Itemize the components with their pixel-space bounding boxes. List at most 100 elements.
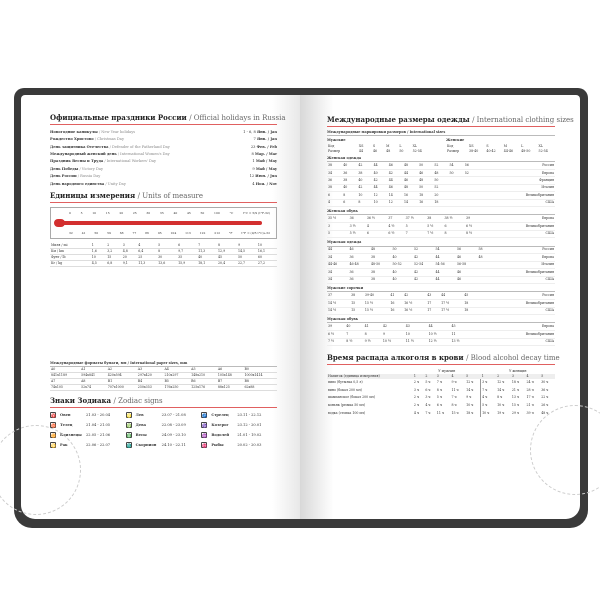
clothing-cell: 38 [328,185,333,190]
zodiac-symbol-icon: ♏ [125,442,132,449]
alcohol-cell: 8 ч [451,403,457,408]
holidays-list: Новогодние каникулы / New Year holidays 1… [50,129,277,188]
clothing-cell: 9 [382,331,385,336]
paper-cell: B7 [217,379,223,384]
clothing-cell: 50 [419,185,424,190]
measure-cell: 20,4 [218,260,226,265]
measure-cell: Км / km [51,249,65,253]
alcohol-row: шампанское (бокал 200 мл) 2 ч 3 ч 5 ч 7 ч 9 ч… [327,394,555,402]
clothing-cell: 11 ½ [405,339,414,344]
measure-cell: 10 [91,254,96,259]
intl-men-table: Код XS S M L XL Размер 44 46 48 50 52-54 [327,144,436,154]
zodiac-name: Рак [60,442,68,447]
clothing-cell: 39 [328,324,333,329]
zodiac-item: ♈ Овен 21.03 - 20.04 [50,412,126,419]
alcohol-cell: 5 ч [436,395,442,400]
clothing-cell: 40 [358,178,363,183]
clothing-cell: 40 [346,324,351,329]
paper-sizes-heading: Международные форматы бумаги, мм / Inter… [50,361,277,368]
clothing-cell: 14 [388,192,393,197]
alcohol-cell: 13 ч [511,395,520,400]
clothing-cell: 44 [435,269,440,274]
alcohol-head-cell: 2 [425,374,428,378]
zodiac-symbol-icon: ♉ [50,422,56,429]
paper-cell: 1000x1414 [244,373,263,378]
clothing-cell: 38 [371,269,376,274]
zodiac-heading: Знаки Зодиака / Zodiac signs [50,397,277,409]
clothing-cell: 44-46 [328,262,338,267]
clothing-cell [478,276,490,283]
clothing-cell: 6 [444,223,447,228]
clothing-group-title: Мужская обувь [327,317,555,324]
clothing-cell: 38 [351,293,356,298]
clothing-cell: 4 [328,200,331,205]
alcohol-cell: 2 ч [413,403,420,408]
alcohol-cell: 5 ч [425,380,431,385]
clothing-cell: 46 [388,163,393,168]
clothing-row: 34 36 38 40 42 44 46 Великобритания [327,269,555,277]
clothing-cell: 17 [427,308,432,313]
clothing-cell: 36 [328,178,333,183]
measure-cell: 7 [198,243,201,248]
alcohol-head-row: Напиток (единица измерения) 1 2 3 4 5 1 2 3 4 5 [327,374,555,380]
measure-cell: 9,7 [178,249,184,253]
paper-cell: A7 [51,379,56,384]
clothing-cell: Италия [541,185,554,190]
clothing-row: 37 38 39-40 41 42 43 44 45 Россия [327,292,555,300]
alcohol-cell: 4 ч [425,403,431,408]
zodiac-symbol-icon: ♍ [125,422,132,429]
holiday-ru: День Победы [50,166,79,171]
zodiac-symbol-icon: ♌ [125,412,132,419]
fahrenheit-tick: 77 [132,231,137,236]
clothing-cell: 3 [328,223,331,228]
alcohol-cell: 11 ч [436,410,444,415]
left-page-content: Официальные праздники России / Official … [50,114,286,449]
holiday-en: / Christmas Day [94,137,124,142]
measure-cell: 20 [122,254,127,259]
clothing-cell: Великобритания [525,300,554,305]
clothing-cell: 52 [464,170,469,175]
holiday-ru: Праздник Весны и Труда [50,159,104,164]
zodiac-name: Дева [135,422,146,427]
intl-cell: 48-50 [521,148,531,153]
clothing-row: 44 46 48 50 52 54 56 58 Россия [327,247,555,254]
zodiac-symbol-icon: ♑ [201,422,208,429]
clothing-cell: 37 [388,216,393,221]
alcohol-cell: 10 ч [497,403,505,408]
clothing-cell: 54-56 [435,262,445,267]
celsius-tick: 25 [132,211,137,216]
clothing-cell: 16 ½ [404,308,413,313]
clothing-cell: 16 ½ [404,300,413,305]
measure-cell: 45 [218,254,223,259]
alcohol-head-cell: 1 [481,374,484,378]
alcohol-cell: 5 ч [480,401,497,410]
zodiac-item: ♎ Весы 24.09 - 23.10 [125,432,202,439]
measure-cell: 3,2 [107,249,113,253]
alcohol-cell: 12 ч [497,380,505,385]
clothing-groups: Женская одежда 38 40 42 44 46 48 50 52 54 56 Россия… [327,156,555,346]
alcohol-cell: 12 ч [466,380,474,385]
clothing-cell: США [545,231,555,236]
holiday-day: 8 [251,152,254,157]
holiday-ru: Новогодние каникулы [50,129,98,134]
clothing-cell: Италия [541,262,554,267]
alcohol-cell: 26 ч [541,403,549,408]
holiday-en: / New Year holidays [98,129,136,134]
clothing-row: 44-46 46-48 48-50 50-52 52-54 54-56 56-58 Итали… [327,261,555,269]
holiday-date: 4 Ноя. / Nov [252,182,277,187]
clothing-cell: 46 [419,170,424,175]
clothing-cell: 50-52 [392,262,402,267]
clothing-cell: 48 [419,178,424,183]
fahrenheit-tick: 122 [199,231,206,236]
holiday-row: Праздник Весны и Труда / International W… [50,159,277,166]
clothing-cell: 35 ½ [328,216,337,221]
zodiac-item: ♓ Рыбы 20.02 - 20.03 [201,442,277,449]
alcohol-cell: 7 ч [451,395,457,400]
paper-cell: 250x353 [137,385,152,390]
paper-cell: B6 [191,379,196,384]
paper-cell: A2 [107,367,113,372]
measure-cell: 18,1 [198,260,206,265]
clothing-cell: 44 [428,324,433,329]
paper-cell: A8 [81,379,86,384]
clothing-cell: 50 [449,170,454,175]
